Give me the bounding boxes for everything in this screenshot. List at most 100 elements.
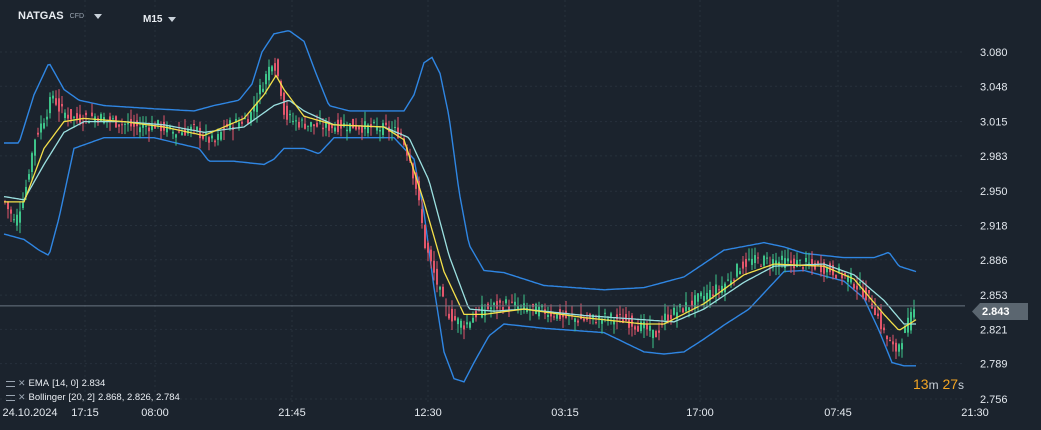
candle-body (502, 307, 504, 311)
candle-body (340, 119, 342, 129)
candle-body (211, 135, 213, 139)
settings-icon[interactable] (6, 394, 15, 401)
candle-body (379, 130, 381, 132)
candle-body (142, 124, 144, 128)
candle-body (271, 66, 273, 72)
candle-body (595, 321, 597, 324)
close-icon[interactable]: ✕ (18, 392, 26, 402)
candle-body (517, 306, 519, 311)
candle-body (781, 255, 783, 261)
candle-body (772, 259, 774, 268)
candle-body (235, 119, 237, 123)
candle-body (841, 274, 843, 279)
candle-body (550, 311, 552, 317)
candle-body (697, 293, 699, 302)
candle-body (424, 224, 426, 249)
candle-body (283, 92, 285, 115)
candle-body (247, 119, 249, 124)
candle-body (709, 290, 711, 300)
candle-body (61, 103, 63, 107)
candle-body (844, 272, 846, 276)
candle-body (694, 295, 696, 308)
y-tick-label: 2.853 (980, 290, 1008, 302)
candle-body (715, 284, 717, 296)
candle-body (727, 279, 729, 281)
candle-body (100, 114, 102, 122)
candle-body (580, 313, 582, 320)
candle-body (178, 131, 180, 133)
candle-body (85, 112, 87, 116)
candle-body (847, 275, 849, 282)
candle-body (277, 59, 279, 77)
candle-body (859, 282, 861, 284)
candle-body (244, 117, 246, 119)
candle-body (718, 289, 720, 291)
candle-body (883, 327, 885, 331)
candle-body (754, 255, 756, 264)
candle-body (316, 122, 318, 127)
candle-body (787, 258, 789, 262)
grid (0, 0, 962, 402)
candle-body (634, 326, 636, 330)
candle-body (712, 294, 714, 297)
x-tick-label: 17:15 (71, 407, 99, 419)
candle-body (760, 265, 762, 267)
close-icon[interactable]: ✕ (18, 378, 26, 388)
candle-body (625, 314, 627, 321)
x-tick-label: 21:30 (961, 407, 989, 419)
candle-body (385, 122, 387, 126)
candle-body (250, 112, 252, 123)
y-tick-label: 2.918 (980, 221, 1008, 233)
ema-value: 2.834 (81, 378, 106, 389)
candle-body (139, 127, 141, 133)
candle-body (67, 114, 69, 119)
candle-body (463, 325, 465, 330)
candle-body (469, 322, 471, 328)
candle-body (673, 307, 675, 315)
candle-countdown: 13m 27s (913, 376, 964, 392)
candle-body (817, 261, 819, 264)
candle-body (73, 116, 75, 118)
candle-body (16, 214, 18, 226)
candle-body (193, 123, 195, 125)
y-tick-label: 2.789 (980, 359, 1008, 371)
candle-body (349, 123, 351, 132)
candle-body (307, 125, 309, 127)
candle-body (460, 320, 462, 328)
candle-body (427, 242, 429, 253)
candle-body (220, 131, 222, 140)
timeframe-selector[interactable]: M15 (143, 14, 177, 25)
candle-body (163, 121, 165, 131)
candle-body (121, 124, 123, 126)
candle-body (406, 147, 408, 156)
chevron-down-icon (94, 13, 103, 19)
candle-body (313, 124, 315, 127)
candle-body (730, 280, 732, 285)
candle-body (10, 209, 12, 214)
ema-indicator-row: ✕ EMA [14, 0] 2.834 (6, 378, 105, 389)
candle-body (484, 310, 486, 316)
timer-seconds: 27 (942, 376, 959, 392)
candle-body (238, 122, 240, 128)
candle-body (649, 325, 651, 331)
candle-body (736, 263, 738, 277)
candle-body (514, 301, 516, 306)
bollinger-middle-line (3, 99, 916, 325)
timer-seconds-unit: s (958, 378, 965, 392)
ema-params: [14, 0] (52, 378, 79, 389)
candle-body (91, 112, 93, 117)
candle-body (367, 124, 369, 134)
settings-icon[interactable] (6, 380, 15, 387)
candle-body (829, 263, 831, 273)
candle-body (643, 321, 645, 329)
candles (4, 57, 915, 359)
candle-body (112, 118, 114, 120)
candle-body (466, 322, 468, 325)
symbol-selector[interactable]: NATGAS CFD (18, 10, 103, 22)
chevron-down-icon (168, 17, 177, 22)
candle-body (802, 267, 804, 269)
candle-body (667, 314, 669, 322)
candle-body (823, 262, 825, 274)
candle-body (505, 299, 507, 304)
